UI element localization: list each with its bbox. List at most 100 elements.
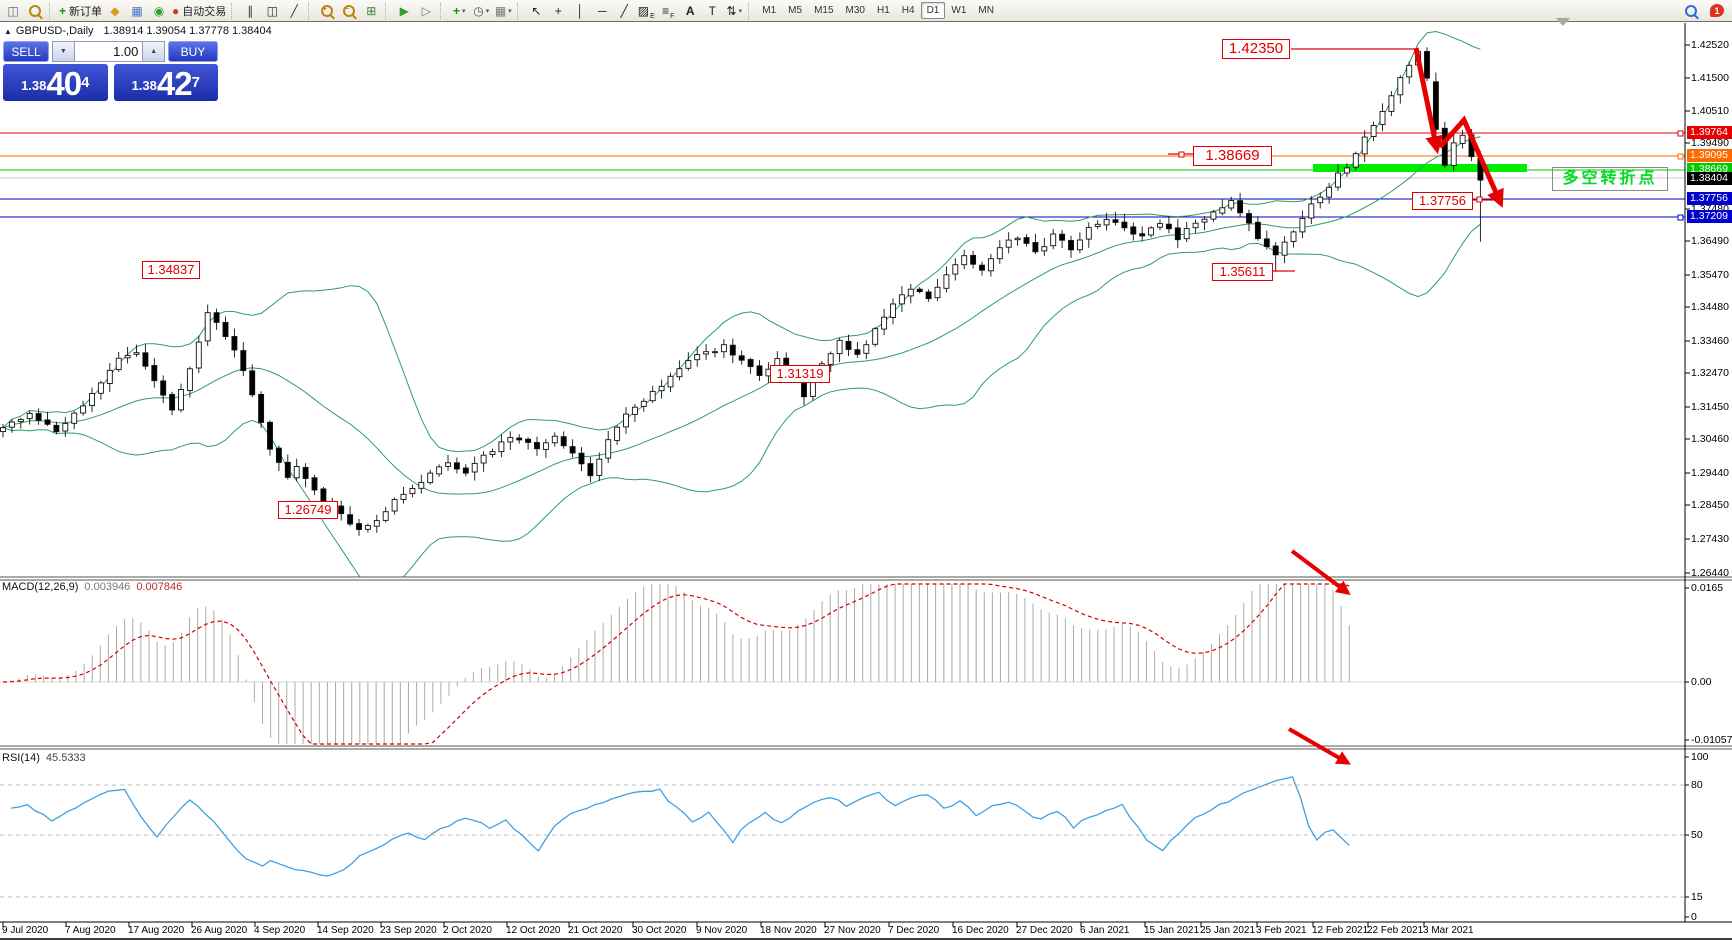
date-axis-label: 15 Jan 2021: [1144, 925, 1200, 936]
price-badge: 1.38404: [1687, 172, 1732, 185]
volume-increase-button[interactable]: ▲: [142, 41, 165, 62]
data-window-icon: ▦: [131, 3, 143, 18]
date-axis-label: 30 Oct 2020: [632, 925, 687, 936]
macd-indicator-label: MACD(12,26,9) 0.003946 0.007846: [2, 581, 182, 593]
new-order-button[interactable]: + 新订单: [57, 2, 104, 20]
vertical-line-button[interactable]: │: [569, 2, 591, 20]
date-axis-label: 4 Sep 2020: [254, 925, 306, 936]
price-badge: 1.39095: [1687, 149, 1732, 162]
arrows-button[interactable]: ⇅ ▾: [723, 2, 745, 20]
zoom-out-button[interactable]: −: [338, 2, 360, 20]
toolbar-separator: [385, 2, 390, 19]
style-button[interactable]: ◆: [104, 2, 126, 20]
candle-chart-button[interactable]: ◫: [261, 2, 283, 20]
timeframe-m30[interactable]: M30: [845, 5, 865, 16]
date-axis-label: 22 Feb 2021: [1367, 925, 1424, 936]
templates-button[interactable]: ▦ ▾: [492, 2, 514, 20]
toolbar-separator: [231, 2, 236, 19]
sell-price-display[interactable]: 1.38 40 4: [3, 64, 108, 101]
periods-button[interactable]: ◷ ▾: [470, 2, 492, 20]
zoom-out-icon: −: [343, 4, 356, 17]
signals-button[interactable]: ◉: [148, 2, 170, 20]
autotrade-icon: ●: [172, 3, 180, 18]
price-annotation-label[interactable]: 1.37756: [1412, 192, 1473, 210]
line-handle: [1677, 130, 1684, 137]
notifications-button[interactable]: 1: [1706, 2, 1728, 20]
fibonacci-icon: ≡: [662, 3, 670, 18]
timeframe-m1[interactable]: M1: [762, 5, 777, 16]
price-annotation-label[interactable]: 1.31319: [770, 365, 830, 383]
data-window-button[interactable]: ▦: [126, 2, 148, 20]
signals-icon: ◉: [153, 3, 165, 18]
chart-shift-button[interactable]: ▷: [415, 2, 437, 20]
date-axis-label: 9 Jul 2020: [2, 925, 49, 936]
line-chart-button[interactable]: ╱: [283, 2, 305, 20]
timeframe-m5[interactable]: M5: [788, 5, 803, 16]
bar-chart-button[interactable]: ∥: [239, 2, 261, 20]
trendline-button[interactable]: ╱: [613, 2, 635, 20]
search-button[interactable]: [1680, 2, 1702, 20]
price-annotation-label[interactable]: 1.38669: [1193, 146, 1272, 166]
bollinger-upper: [2, 30, 1481, 453]
crosshair-button[interactable]: +: [547, 2, 569, 20]
market-watch-button[interactable]: [24, 2, 46, 20]
pivot-annotation[interactable]: 多空转折点: [1552, 167, 1668, 191]
timeframe-h1[interactable]: H1: [876, 5, 890, 16]
fibonacci-button[interactable]: ≡ F: [657, 2, 679, 20]
toolbar-separator: [49, 2, 54, 19]
timeframe-d1[interactable]: D1: [920, 2, 946, 19]
periods-icon: ◷: [473, 3, 484, 18]
macd-name: MACD(12,26,9): [2, 581, 79, 593]
trend-arrow: [1438, 115, 1504, 208]
bollinger-middle: [2, 136, 1481, 495]
toolbar-separator: [440, 2, 445, 19]
price-annotation-label[interactable]: 1.34837: [142, 261, 200, 279]
price-annotation-label[interactable]: 1.42350: [1222, 39, 1290, 59]
volume-decrease-button[interactable]: ▼: [52, 41, 75, 62]
buy-price-display[interactable]: 1.38 42 7: [113, 64, 218, 101]
macd-signal-value: 0.007846: [136, 581, 183, 593]
window-split-handle-icon[interactable]: [1556, 18, 1570, 26]
buy-price-base: 1.38: [131, 78, 157, 93]
cursor-icon: ↖: [531, 3, 542, 18]
chevron-down-icon: ▾: [462, 7, 466, 15]
date-axis-label: 6 Jan 2021: [1080, 925, 1130, 936]
candle-chart-icon: ◫: [266, 3, 278, 18]
timeframe-m15[interactable]: M15: [814, 5, 834, 16]
sell-button[interactable]: SELL: [3, 41, 50, 62]
timeframe-h4[interactable]: H4: [901, 5, 915, 16]
templates-icon: ▦: [494, 3, 507, 18]
symbol-marker-icon: ▲: [4, 27, 12, 36]
macd-axis-label: 0.00: [1691, 676, 1712, 688]
date-axis-label: 27 Nov 2020: [824, 925, 881, 936]
timeframe-mn[interactable]: MN: [978, 5, 994, 16]
new-window-button[interactable]: ◫: [2, 2, 24, 20]
tile-windows-button[interactable]: ⊞: [360, 2, 382, 20]
chevron-down-icon: ▾: [738, 7, 743, 15]
timeframe-w1[interactable]: W1: [951, 5, 967, 16]
price-tick-label: 1.27430: [1691, 533, 1729, 545]
horizontal-line-button[interactable]: ─: [591, 2, 613, 20]
date-axis-label: 3 Feb 2021: [1256, 925, 1307, 936]
price-annotation-label[interactable]: 1.35611: [1212, 263, 1273, 281]
indicators-button[interactable]: + ▾: [448, 2, 470, 20]
date-axis-label: 12 Oct 2020: [506, 925, 561, 936]
price-badge: 1.39764: [1687, 126, 1732, 139]
price-annotation-label[interactable]: 1.26749: [278, 501, 338, 519]
arrows-icon: ⇅: [726, 3, 737, 18]
chevron-down-icon: ▾: [508, 7, 512, 15]
date-axis-label: 9 Nov 2020: [696, 925, 748, 936]
date-axis-label: 26 Aug 2020: [191, 925, 248, 936]
text-label-button[interactable]: T: [701, 2, 723, 20]
text-button[interactable]: A: [679, 2, 701, 20]
autotrade-button[interactable]: ● 自动交易: [170, 2, 228, 20]
main-toolbar: ◫ + 新订单 ◆ ▦ ◉ ● 自动交易 ∥ ◫ ╱ + − ⊞ ▶ ▷ + ▾ ◷ ▾ ▦ ▾ ↖ + │ ─ ╱ ▨ E ≡ F A T ⇅ ▾…: [0, 0, 1732, 22]
cursor-button[interactable]: ↖: [525, 2, 547, 20]
bar-chart-icon: ∥: [247, 3, 254, 18]
zoom-in-button[interactable]: +: [316, 2, 338, 20]
auto-scroll-button[interactable]: ▶: [393, 2, 415, 20]
volume-input[interactable]: 1.00: [74, 41, 143, 62]
buy-button[interactable]: BUY: [167, 41, 218, 62]
equidistant-channel-button[interactable]: ▨ E: [635, 2, 657, 20]
